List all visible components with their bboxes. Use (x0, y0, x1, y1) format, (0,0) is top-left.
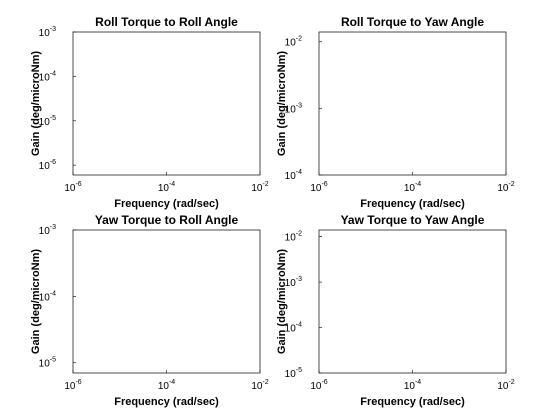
axes-frame (72, 229, 261, 374)
axes-frame (318, 31, 507, 176)
y-tick-label: 10-3 (39, 224, 56, 237)
y-tick-label: 10-5 (285, 367, 302, 380)
x-tick-label: 10-6 (64, 379, 81, 392)
x-tick-label: 10-6 (64, 181, 81, 194)
axes-frame (72, 31, 261, 176)
y-axis-label: Gain (deg/microNm) (276, 249, 288, 354)
x-tick-label: 10-4 (158, 181, 175, 194)
y-axis-label: Gain (deg/microNm) (30, 249, 42, 354)
x-tick-label: 10-6 (310, 181, 327, 194)
x-tick-label: 10-2 (251, 181, 268, 194)
y-axis-label: Gain (deg/microNm) (30, 51, 42, 156)
y-tick-label: 10-3 (39, 26, 56, 39)
chart-title: Roll Torque to Yaw Angle (341, 15, 484, 29)
x-tick-label: 10-2 (497, 379, 514, 392)
axes-frame (318, 229, 507, 374)
x-tick-label: 10-2 (497, 181, 514, 194)
x-axis-label: Frequency (rad/sec) (114, 198, 219, 210)
x-axis-label: Frequency (rad/sec) (360, 396, 465, 408)
y-tick-label: 10-2 (285, 36, 302, 49)
x-tick-label: 10-4 (404, 181, 421, 194)
y-tick-label: 10-5 (39, 357, 56, 370)
x-tick-label: 10-4 (404, 379, 421, 392)
y-tick-label: 10-2 (285, 231, 302, 244)
y-axis-label: Gain (deg/microNm) (276, 51, 288, 156)
chart-title: Roll Torque to Roll Angle (95, 15, 238, 29)
x-axis-label: Frequency (rad/sec) (360, 198, 465, 210)
x-axis-label: Frequency (rad/sec) (114, 396, 219, 408)
y-tick-label: 10-4 (285, 169, 302, 182)
y-tick-label: 10-6 (39, 159, 56, 172)
chart-title: Yaw Torque to Yaw Angle (341, 213, 485, 227)
x-tick-label: 10-2 (251, 379, 268, 392)
x-tick-label: 10-4 (158, 379, 175, 392)
chart-title: Yaw Torque to Roll Angle (95, 213, 239, 227)
x-tick-label: 10-6 (310, 379, 327, 392)
